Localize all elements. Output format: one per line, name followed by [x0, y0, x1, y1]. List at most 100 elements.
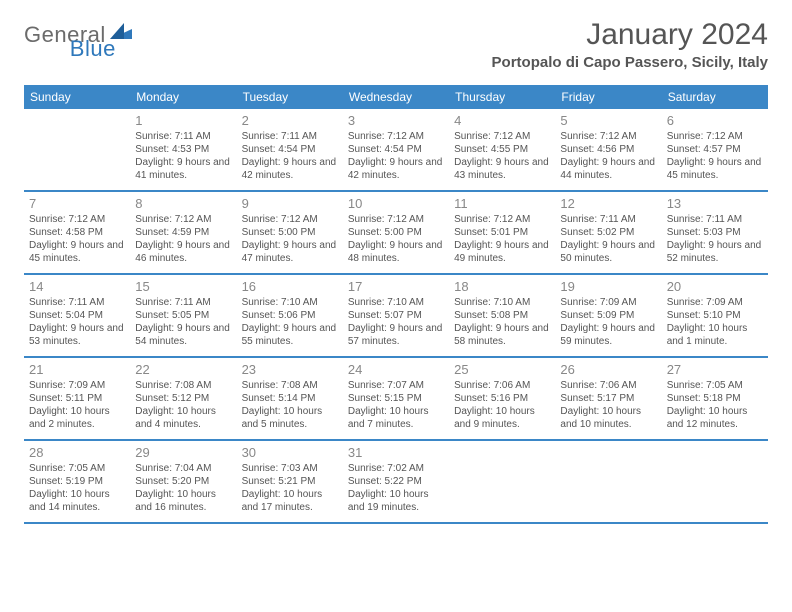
day-number: 7 [29, 196, 125, 211]
calendar-day-cell: 29Sunrise: 7:04 AMSunset: 5:20 PMDayligh… [130, 441, 236, 522]
day-header: Wednesday [343, 85, 449, 109]
logo: General Blue [24, 18, 180, 48]
sunrise-text: Sunrise: 7:08 AM [242, 379, 338, 392]
calendar-day-cell: 18Sunrise: 7:10 AMSunset: 5:08 PMDayligh… [449, 275, 555, 356]
calendar-day-cell: 8Sunrise: 7:12 AMSunset: 4:59 PMDaylight… [130, 192, 236, 273]
sunset-text: Sunset: 4:59 PM [135, 226, 231, 239]
calendar-day-cell: 12Sunrise: 7:11 AMSunset: 5:02 PMDayligh… [555, 192, 661, 273]
day-header: Thursday [449, 85, 555, 109]
sunset-text: Sunset: 4:54 PM [348, 143, 444, 156]
sunset-text: Sunset: 5:08 PM [454, 309, 550, 322]
day-number: 4 [454, 113, 550, 128]
daylight-text: Daylight: 9 hours and 41 minutes. [135, 156, 231, 182]
sunset-text: Sunset: 5:09 PM [560, 309, 656, 322]
day-number: 10 [348, 196, 444, 211]
calendar-day-cell: 9Sunrise: 7:12 AMSunset: 5:00 PMDaylight… [237, 192, 343, 273]
sunrise-text: Sunrise: 7:07 AM [348, 379, 444, 392]
day-number: 28 [29, 445, 125, 460]
sunrise-text: Sunrise: 7:09 AM [560, 296, 656, 309]
title-block: January 2024 Portopalo di Capo Passero, … [492, 18, 768, 71]
calendar-header-row: Sunday Monday Tuesday Wednesday Thursday… [24, 85, 768, 109]
day-number: 26 [560, 362, 656, 377]
day-number: 25 [454, 362, 550, 377]
daylight-text: Daylight: 10 hours and 2 minutes. [29, 405, 125, 431]
daylight-text: Daylight: 9 hours and 49 minutes. [454, 239, 550, 265]
sunrise-text: Sunrise: 7:11 AM [560, 213, 656, 226]
sunrise-text: Sunrise: 7:12 AM [454, 130, 550, 143]
sunset-text: Sunset: 4:58 PM [29, 226, 125, 239]
calendar-week-row: 7 Sunrise: 7:12 AM Sunset: 4:58 PM Daylight… [24, 192, 768, 275]
sunrise-text: Sunrise: 7:09 AM [667, 296, 763, 309]
sunrise-text: Sunrise: 7:06 AM [560, 379, 656, 392]
header: General Blue January 2024 Portopalo di C… [24, 18, 768, 71]
sunset-text: Sunset: 5:18 PM [667, 392, 763, 405]
sunset-text: Sunset: 5:12 PM [135, 392, 231, 405]
sunrise-text: Sunrise: 7:12 AM [135, 213, 231, 226]
daylight-text: Daylight: 9 hours and 48 minutes. [348, 239, 444, 265]
calendar-day-cell: 6Sunrise: 7:12 AMSunset: 4:57 PMDaylight… [662, 109, 768, 190]
sunset-text: Sunset: 4:53 PM [135, 143, 231, 156]
sunrise-text: Sunrise: 7:10 AM [454, 296, 550, 309]
daylight-text: Daylight: 9 hours and 59 minutes. [560, 322, 656, 348]
daylight-text: Daylight: 10 hours and 14 minutes. [29, 488, 125, 514]
calendar-grid: Sunday Monday Tuesday Wednesday Thursday… [24, 85, 768, 524]
calendar-day-cell: 7Sunrise: 7:12 AMSunset: 4:58 PMDaylight… [24, 192, 130, 273]
day-number: 9 [242, 196, 338, 211]
sunrise-text: Sunrise: 7:08 AM [135, 379, 231, 392]
sunrise-text: Sunrise: 7:03 AM [242, 462, 338, 475]
daylight-text: Daylight: 10 hours and 17 minutes. [242, 488, 338, 514]
calendar-week-row: 28Sunrise: 7:05 AMSunset: 5:19 PMDayligh… [24, 441, 768, 524]
day-number: 13 [667, 196, 763, 211]
calendar-day-cell: 2Sunrise: 7:11 AMSunset: 4:54 PMDaylight… [237, 109, 343, 190]
day-number: 29 [135, 445, 231, 460]
calendar-day-cell: 3Sunrise: 7:12 AMSunset: 4:54 PMDaylight… [343, 109, 449, 190]
calendar-day-cell: 21Sunrise: 7:09 AMSunset: 5:11 PMDayligh… [24, 358, 130, 439]
calendar-week-row: 21Sunrise: 7:09 AMSunset: 5:11 PMDayligh… [24, 358, 768, 441]
sunrise-text: Sunrise: 7:10 AM [348, 296, 444, 309]
sunrise-text: Sunrise: 7:11 AM [242, 130, 338, 143]
sunrise-text: Sunrise: 7:12 AM [560, 130, 656, 143]
day-number: 11 [454, 196, 550, 211]
calendar-day-cell: 5Sunrise: 7:12 AMSunset: 4:56 PMDaylight… [555, 109, 661, 190]
daylight-text: Daylight: 9 hours and 58 minutes. [454, 322, 550, 348]
sunset-text: Sunset: 5:17 PM [560, 392, 656, 405]
day-number: 16 [242, 279, 338, 294]
sunrise-text: Sunrise: 7:10 AM [242, 296, 338, 309]
sunset-text: Sunset: 5:19 PM [29, 475, 125, 488]
day-number: 14 [29, 279, 125, 294]
calendar-day-cell: 31Sunrise: 7:02 AMSunset: 5:22 PMDayligh… [343, 441, 449, 522]
daylight-text: Daylight: 10 hours and 12 minutes. [667, 405, 763, 431]
calendar-day-cell: 15Sunrise: 7:11 AMSunset: 5:05 PMDayligh… [130, 275, 236, 356]
daylight-text: Daylight: 10 hours and 19 minutes. [348, 488, 444, 514]
sunrise-text: Sunrise: 7:11 AM [667, 213, 763, 226]
day-number: 24 [348, 362, 444, 377]
day-header: Tuesday [237, 85, 343, 109]
sunset-text: Sunset: 5:11 PM [29, 392, 125, 405]
daylight-text: Daylight: 9 hours and 55 minutes. [242, 322, 338, 348]
sunset-text: Sunset: 5:22 PM [348, 475, 444, 488]
sunset-text: Sunset: 5:10 PM [667, 309, 763, 322]
calendar-day-cell: 19Sunrise: 7:09 AMSunset: 5:09 PMDayligh… [555, 275, 661, 356]
day-number: 12 [560, 196, 656, 211]
day-number: 15 [135, 279, 231, 294]
sunrise-text: Sunrise: 7:05 AM [29, 462, 125, 475]
day-number: 23 [242, 362, 338, 377]
daylight-text: Daylight: 9 hours and 57 minutes. [348, 322, 444, 348]
sunrise-text: Sunrise: 7:11 AM [135, 296, 231, 309]
sunrise-text: Sunrise: 7:06 AM [454, 379, 550, 392]
calendar-day-cell: 4Sunrise: 7:12 AMSunset: 4:55 PMDaylight… [449, 109, 555, 190]
calendar-day-cell: 20Sunrise: 7:09 AMSunset: 5:10 PMDayligh… [662, 275, 768, 356]
calendar-page: General Blue January 2024 Portopalo di C… [0, 0, 792, 542]
weeks-container: 1Sunrise: 7:11 AMSunset: 4:53 PMDaylight… [24, 109, 768, 524]
sunrise-text: Sunrise: 7:12 AM [348, 213, 444, 226]
day-number: 20 [667, 279, 763, 294]
sunrise-text: Sunrise: 7:05 AM [667, 379, 763, 392]
daylight-text: Daylight: 9 hours and 44 minutes. [560, 156, 656, 182]
daylight-text: Daylight: 10 hours and 4 minutes. [135, 405, 231, 431]
day-number: 1 [135, 113, 231, 128]
calendar-day-cell: 23Sunrise: 7:08 AMSunset: 5:14 PMDayligh… [237, 358, 343, 439]
daylight-text: Daylight: 9 hours and 54 minutes. [135, 322, 231, 348]
sunset-text: Sunset: 5:02 PM [560, 226, 656, 239]
logo-text-blue: Blue [70, 36, 116, 62]
sunrise-text: Sunrise: 7:02 AM [348, 462, 444, 475]
